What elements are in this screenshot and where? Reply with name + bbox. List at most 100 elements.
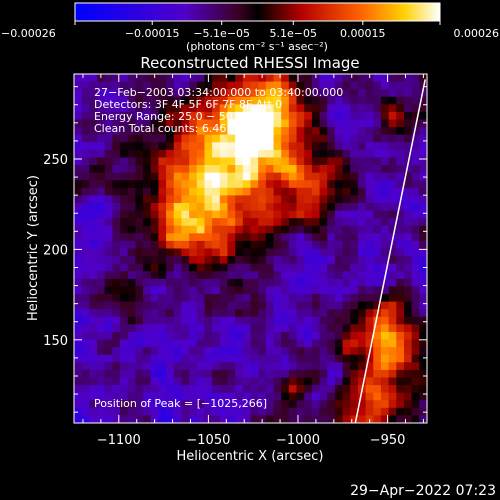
heatmap-cell — [258, 301, 267, 310]
heatmap-cell — [120, 104, 129, 113]
heatmap-cell — [219, 362, 229, 371]
heatmap-cell — [365, 354, 374, 363]
heatmap-cell — [89, 271, 98, 280]
heatmap-cell — [357, 392, 367, 401]
heatmap-cell — [196, 256, 206, 265]
heatmap-cell — [357, 202, 367, 212]
heatmap-cell — [288, 180, 298, 189]
heatmap-cell — [365, 119, 374, 128]
heatmap-cell — [204, 392, 213, 401]
heatmap-cell — [150, 240, 160, 250]
heatmap-cell — [97, 218, 106, 227]
heatmap-cell — [396, 339, 405, 348]
heatmap-cell — [235, 278, 244, 288]
heatmap-cell — [235, 316, 244, 325]
heatmap-cell — [403, 233, 413, 242]
heatmap-cell — [120, 119, 129, 128]
heatmap-cell — [396, 89, 405, 98]
heatmap-cell — [135, 240, 144, 250]
heatmap-cell — [396, 331, 405, 341]
heatmap-cell — [273, 134, 282, 143]
heatmap-cell — [227, 385, 236, 394]
heatmap-cell — [365, 248, 374, 257]
heatmap-cell — [74, 415, 83, 423]
heatmap-cell — [311, 309, 321, 318]
heatmap-cell — [242, 225, 252, 234]
heatmap-cell — [319, 354, 328, 363]
heatmap-cell — [135, 127, 144, 136]
heatmap-cell — [350, 165, 359, 174]
heatmap-cell — [388, 354, 397, 363]
heatmap-cell — [296, 225, 305, 234]
heatmap-cell — [357, 218, 367, 227]
heatmap-cell — [143, 218, 152, 227]
heatmap-cell — [350, 354, 359, 363]
heatmap-cell — [281, 324, 290, 333]
heatmap-cell — [265, 187, 275, 196]
heatmap-cell — [365, 81, 374, 90]
heatmap-cell — [357, 347, 367, 356]
heatmap-cell — [235, 96, 244, 105]
heatmap-cell — [127, 165, 136, 174]
heatmap-cell — [365, 240, 374, 250]
heatmap-cell — [296, 278, 305, 288]
heatmap-cell — [196, 210, 206, 219]
heatmap-cell — [196, 263, 206, 272]
heatmap-cell — [380, 407, 390, 417]
heatmap-cell — [258, 263, 267, 272]
heatmap-cell — [334, 149, 344, 159]
heatmap-cell — [258, 127, 267, 136]
heatmap-cell — [350, 81, 359, 90]
heatmap-cell — [250, 354, 259, 363]
heatmap-cell — [89, 104, 98, 113]
heatmap-cell — [120, 324, 129, 333]
heatmap-cell — [173, 415, 183, 423]
heatmap-cell — [97, 240, 106, 250]
heatmap-cell — [304, 104, 313, 113]
heatmap-cell — [235, 271, 244, 280]
heatmap-cell — [342, 392, 351, 401]
heatmap-cell — [158, 331, 167, 341]
heatmap-cell — [158, 233, 167, 242]
heatmap-cell — [273, 233, 282, 242]
heatmap-cell — [334, 286, 344, 295]
heatmap-cell — [258, 142, 267, 151]
heatmap-cell — [127, 187, 136, 196]
heatmap-cell — [143, 96, 152, 105]
heatmap-cell — [189, 377, 198, 386]
heatmap-cell — [74, 134, 83, 143]
heatmap-cell — [219, 225, 229, 234]
heatmap-cell — [143, 369, 152, 379]
heatmap-cell — [74, 331, 83, 341]
heatmap-cell — [380, 369, 390, 379]
heatmap-cell — [319, 210, 328, 219]
heatmap-cell — [388, 134, 397, 143]
heatmap-cell — [296, 316, 305, 325]
heatmap-cell — [158, 415, 167, 423]
heatmap-cell — [250, 347, 259, 356]
heatmap-cell — [365, 271, 374, 280]
heatmap-cell — [112, 324, 121, 333]
heatmap-cell — [350, 301, 359, 310]
heatmap-cell — [327, 271, 336, 280]
heatmap-cell — [380, 278, 390, 288]
heatmap-cell — [89, 339, 98, 348]
heatmap-cell — [173, 142, 183, 151]
heatmap-cell — [288, 210, 298, 219]
heatmap-cell — [204, 233, 213, 242]
heatmap-cell — [396, 301, 405, 310]
heatmap-cell — [388, 400, 397, 409]
heatmap-cell — [319, 165, 328, 174]
heatmap-cell — [135, 286, 144, 295]
heatmap-cell — [281, 127, 290, 136]
heatmap-cell — [258, 96, 267, 105]
heatmap-cell — [173, 240, 183, 250]
heatmap-cell — [327, 377, 336, 386]
heatmap-cell — [143, 377, 152, 386]
heatmap-cell — [334, 331, 344, 341]
heatmap-cell — [281, 134, 290, 143]
y-axis-label: Heliocentric Y (arcsec) — [26, 175, 41, 321]
heatmap-cell — [89, 149, 98, 159]
heatmap-cell — [403, 294, 413, 303]
heatmap-cell — [373, 377, 382, 386]
